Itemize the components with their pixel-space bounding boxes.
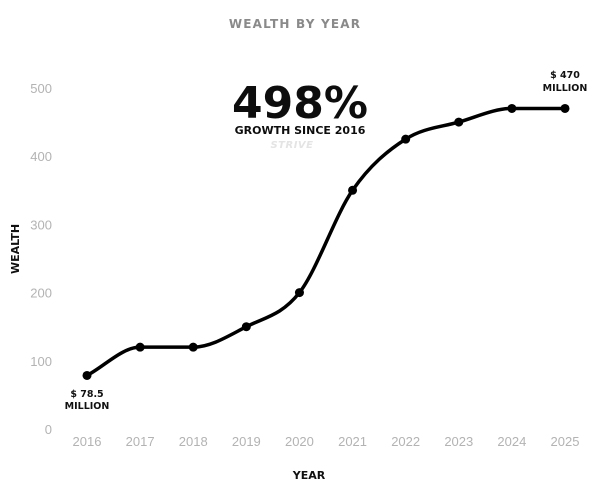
y-axis-title: WEALTH: [9, 224, 22, 274]
y-tick-label: 0: [45, 422, 52, 437]
data-point: [135, 342, 145, 352]
y-tick-label: 400: [30, 149, 52, 164]
x-tick-label: 2024: [497, 434, 526, 449]
start-unit-label: MILLION: [65, 401, 110, 412]
end-value-label: $ 470: [550, 70, 580, 81]
x-tick-label: 2021: [338, 434, 367, 449]
x-tick-label: 2017: [126, 434, 155, 449]
data-point: [294, 288, 304, 298]
x-tick-label: 2022: [391, 434, 420, 449]
x-axis-title: YEAR: [292, 469, 326, 482]
y-axis-ticks: 0 100 200 300 400 500: [30, 81, 52, 437]
data-point: [241, 322, 251, 332]
x-tick-label: 2016: [73, 434, 102, 449]
y-tick-label: 300: [30, 217, 52, 232]
x-tick-label: 2019: [232, 434, 261, 449]
data-point: [507, 103, 517, 113]
start-value-label: $ 78.5: [70, 389, 103, 400]
data-point: [348, 185, 358, 195]
x-tick-label: 2020: [285, 434, 314, 449]
growth-subheadline: GROWTH SINCE 2016: [235, 124, 366, 137]
data-point: [188, 342, 198, 352]
y-tick-label: 200: [30, 286, 52, 301]
brand-watermark: STRIVE: [270, 140, 313, 151]
x-axis-ticks: 2016 2017 2018 2019 2020 2021 2022 2023 2024 2025: [73, 434, 580, 449]
x-tick-label: 2023: [444, 434, 473, 449]
data-point: [454, 117, 464, 127]
y-tick-label: 100: [30, 354, 52, 369]
data-point: [82, 370, 92, 380]
end-unit-label: MILLION: [543, 83, 588, 94]
y-tick-label: 500: [30, 81, 52, 96]
data-point: [560, 103, 570, 113]
data-point: [401, 134, 411, 144]
x-tick-label: 2018: [179, 434, 208, 449]
growth-headline: 498%: [232, 78, 368, 129]
chart-title: WEALTH BY YEAR: [229, 17, 361, 31]
x-tick-label: 2025: [551, 434, 580, 449]
wealth-series-points: [82, 103, 570, 380]
wealth-series-line: [85, 106, 567, 378]
